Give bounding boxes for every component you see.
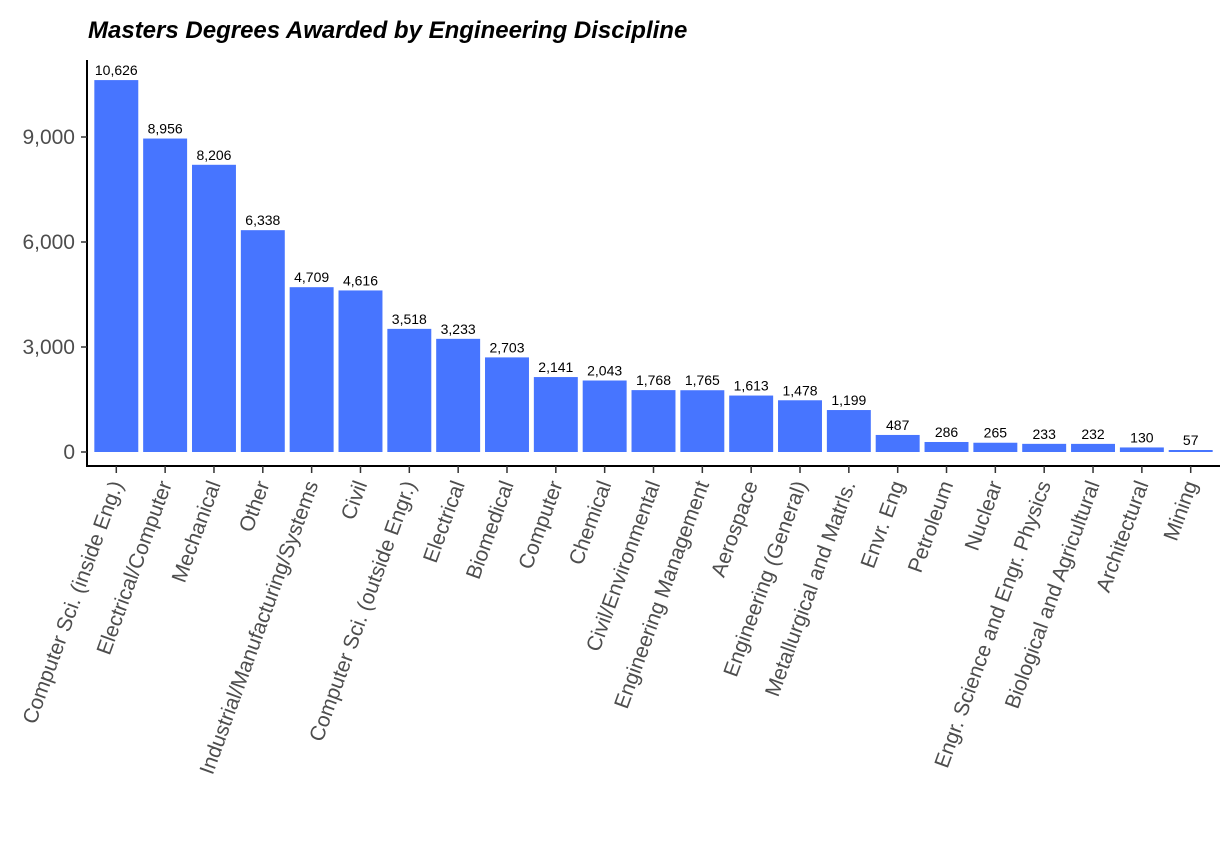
data-label: 8,206 [196, 147, 231, 163]
bar [582, 380, 627, 452]
y-tick-label: 3,000 [22, 336, 75, 359]
bar [289, 287, 334, 452]
data-label: 3,518 [392, 311, 427, 327]
x-tick-label: Mechanical [168, 478, 226, 586]
bar [338, 290, 383, 452]
y-tick-label: 9,000 [22, 126, 75, 149]
y-tick-label: 6,000 [22, 231, 75, 254]
chart-title: Masters Degrees Awarded by Engineering D… [88, 17, 687, 44]
x-tick-label: Computer [514, 478, 567, 573]
bar [94, 80, 139, 452]
x-tick-label: Mining [1160, 478, 1203, 544]
data-labels-layer: 10,626 8,956 8,206 6,338 4,709 4,616 3,518 3,23… [95, 62, 1199, 448]
data-label: 1,613 [734, 378, 769, 394]
x-tick-label: Computer Sci. (outside Engr.) [305, 478, 421, 745]
bar [680, 390, 725, 452]
bar [387, 328, 432, 452]
y-tick-label: 0 [63, 441, 75, 464]
data-label: 1,478 [782, 382, 817, 398]
bar [875, 434, 920, 452]
data-label: 130 [1130, 429, 1154, 445]
data-label: 2,043 [587, 363, 622, 379]
bar [631, 390, 676, 452]
x-tick-label: Aerospace [707, 478, 763, 580]
data-label: 232 [1081, 426, 1105, 442]
x-tick-label: Architectural [1092, 478, 1154, 596]
bar [533, 377, 578, 452]
data-label: 1,765 [685, 372, 720, 388]
data-label: 8,956 [148, 121, 183, 137]
data-label: 233 [1033, 426, 1057, 442]
data-label: 2,703 [489, 339, 524, 355]
data-label: 1,199 [831, 392, 866, 408]
bar [729, 395, 774, 452]
bar [436, 338, 481, 452]
x-tick-label: Petroleum [904, 478, 958, 576]
bar [924, 441, 969, 452]
bar [143, 138, 188, 453]
data-label: 57 [1183, 432, 1199, 448]
bar [485, 357, 529, 452]
x-tick-label: Other [235, 478, 275, 535]
bar [826, 410, 871, 452]
bar [1022, 443, 1067, 452]
x-tick-label: Civil [337, 478, 372, 523]
data-label: 2,141 [538, 359, 573, 375]
data-label: 4,616 [343, 272, 378, 288]
data-label: 487 [886, 417, 910, 433]
x-tick-label: Metallurgical and Matrls. [761, 478, 860, 700]
bar [1119, 447, 1164, 452]
x-tick-label: Nuclear [961, 478, 1007, 554]
data-label: 286 [935, 424, 959, 440]
data-label: 3,233 [441, 321, 476, 337]
data-label: 1,768 [636, 372, 671, 388]
data-label: 4,709 [294, 269, 329, 285]
bar [1168, 450, 1213, 452]
data-label: 6,338 [245, 212, 280, 228]
data-label: 10,626 [95, 62, 138, 78]
bars-layer [94, 80, 1213, 453]
x-tick-label: Chemical [565, 478, 617, 568]
bar [192, 164, 236, 453]
bar [778, 400, 822, 452]
bar [1071, 443, 1115, 452]
bar [973, 442, 1018, 452]
x-tick-label: Electrical [419, 478, 470, 566]
x-tick-label: Engineering Management [610, 478, 714, 712]
bar [240, 230, 285, 452]
x-axis: Computer Sci. (inside Eng.)Electrical/Co… [19, 465, 1220, 777]
data-label: 265 [984, 425, 1008, 441]
x-tick-label: Biomedical [462, 478, 519, 582]
y-axis: 0 3,000 6,000 9,000 [22, 60, 88, 466]
x-tick-label: Envr. Eng [857, 478, 910, 571]
x-tick-label: Biological and Agricultural [1001, 478, 1105, 712]
